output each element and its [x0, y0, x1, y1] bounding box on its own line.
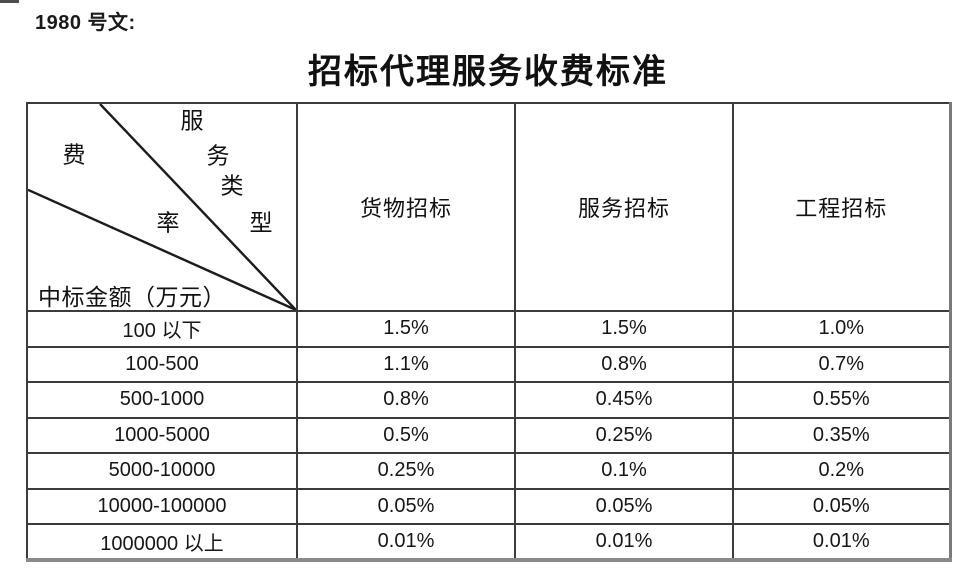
- row-axis-label: 中标金额（万元）: [38, 285, 226, 311]
- amount-range-cell: 5000-10000: [26, 452, 298, 490]
- service-type-label-char: 类: [220, 173, 244, 200]
- rate-value-cell: 0.25%: [514, 416, 734, 454]
- service-type-label-char: 服: [180, 108, 204, 135]
- amount-range-cell: 500-1000: [26, 381, 298, 419]
- service-type-label-char: 型: [249, 210, 273, 237]
- rate-value-cell: 0.01%: [732, 523, 951, 561]
- column-header-services: 服务招标: [514, 102, 734, 312]
- document-reference: 1980 号文:: [35, 12, 136, 34]
- rate-value-cell: 0.01%: [296, 523, 516, 561]
- rate-value-cell: 0.05%: [514, 487, 734, 525]
- amount-range-cell: 1000000 以上: [26, 523, 298, 561]
- table-row: 1000000 以上 0.01% 0.01% 0.01%: [26, 523, 951, 561]
- service-type-label-char: 务: [206, 143, 230, 170]
- diagonal-corner-cell: 服 务 类 型 费 率 中标金额（万元）: [26, 102, 298, 312]
- rate-value-cell: 0.55%: [732, 381, 951, 419]
- page-title: 招标代理服务收费标准: [308, 52, 668, 92]
- amount-range-cell: 100-500: [26, 345, 298, 383]
- diagonal-divider-lines: [29, 105, 295, 309]
- amount-range-cell: 10000-100000: [26, 487, 298, 525]
- fee-rate-label-char: 费: [62, 142, 86, 169]
- rate-value-cell: 0.8%: [514, 345, 734, 383]
- scan-edge-artifact: [0, 0, 19, 3]
- table-row: 100-500 1.1% 0.8% 0.7%: [26, 345, 951, 383]
- rate-value-cell: 1.5%: [514, 310, 734, 348]
- rate-value-cell: 0.35%: [732, 416, 951, 454]
- amount-range-cell: 100 以下: [26, 310, 298, 348]
- table-row: 100 以下 1.5% 1.5% 1.0%: [26, 310, 951, 348]
- fee-rate-label-char: 率: [156, 210, 180, 237]
- rate-value-cell: 0.8%: [296, 381, 516, 419]
- rate-value-cell: 0.01%: [514, 523, 734, 561]
- rate-value-cell: 0.5%: [296, 416, 516, 454]
- column-header-goods: 货物招标: [296, 102, 516, 312]
- amount-range-cell: 1000-5000: [26, 416, 298, 454]
- column-header-engineering: 工程招标: [732, 102, 951, 312]
- rate-value-cell: 0.1%: [514, 452, 734, 490]
- table-row: 1000-5000 0.5% 0.25% 0.35%: [26, 416, 951, 454]
- table-row: 10000-100000 0.05% 0.05% 0.05%: [26, 487, 951, 525]
- rate-value-cell: 0.2%: [732, 452, 951, 490]
- fee-standard-table: 服 务 类 型 费 率 中标金额（万元） 货物招标 服务招标 工程招标 100 …: [26, 102, 952, 562]
- table-row: 5000-10000 0.25% 0.1% 0.2%: [26, 452, 951, 490]
- rate-value-cell: 0.05%: [296, 487, 516, 525]
- rate-value-cell: 0.05%: [732, 487, 951, 525]
- rate-value-cell: 1.5%: [296, 310, 516, 348]
- table-row: 500-1000 0.8% 0.45% 0.55%: [26, 381, 951, 419]
- rate-value-cell: 0.25%: [296, 452, 516, 490]
- rate-value-cell: 0.7%: [732, 345, 951, 383]
- rate-value-cell: 1.0%: [732, 310, 951, 348]
- rate-value-cell: 0.45%: [514, 381, 734, 419]
- header-row: 服 务 类 型 费 率 中标金额（万元） 货物招标 服务招标 工程招标: [26, 102, 951, 312]
- rate-value-cell: 1.1%: [296, 345, 516, 383]
